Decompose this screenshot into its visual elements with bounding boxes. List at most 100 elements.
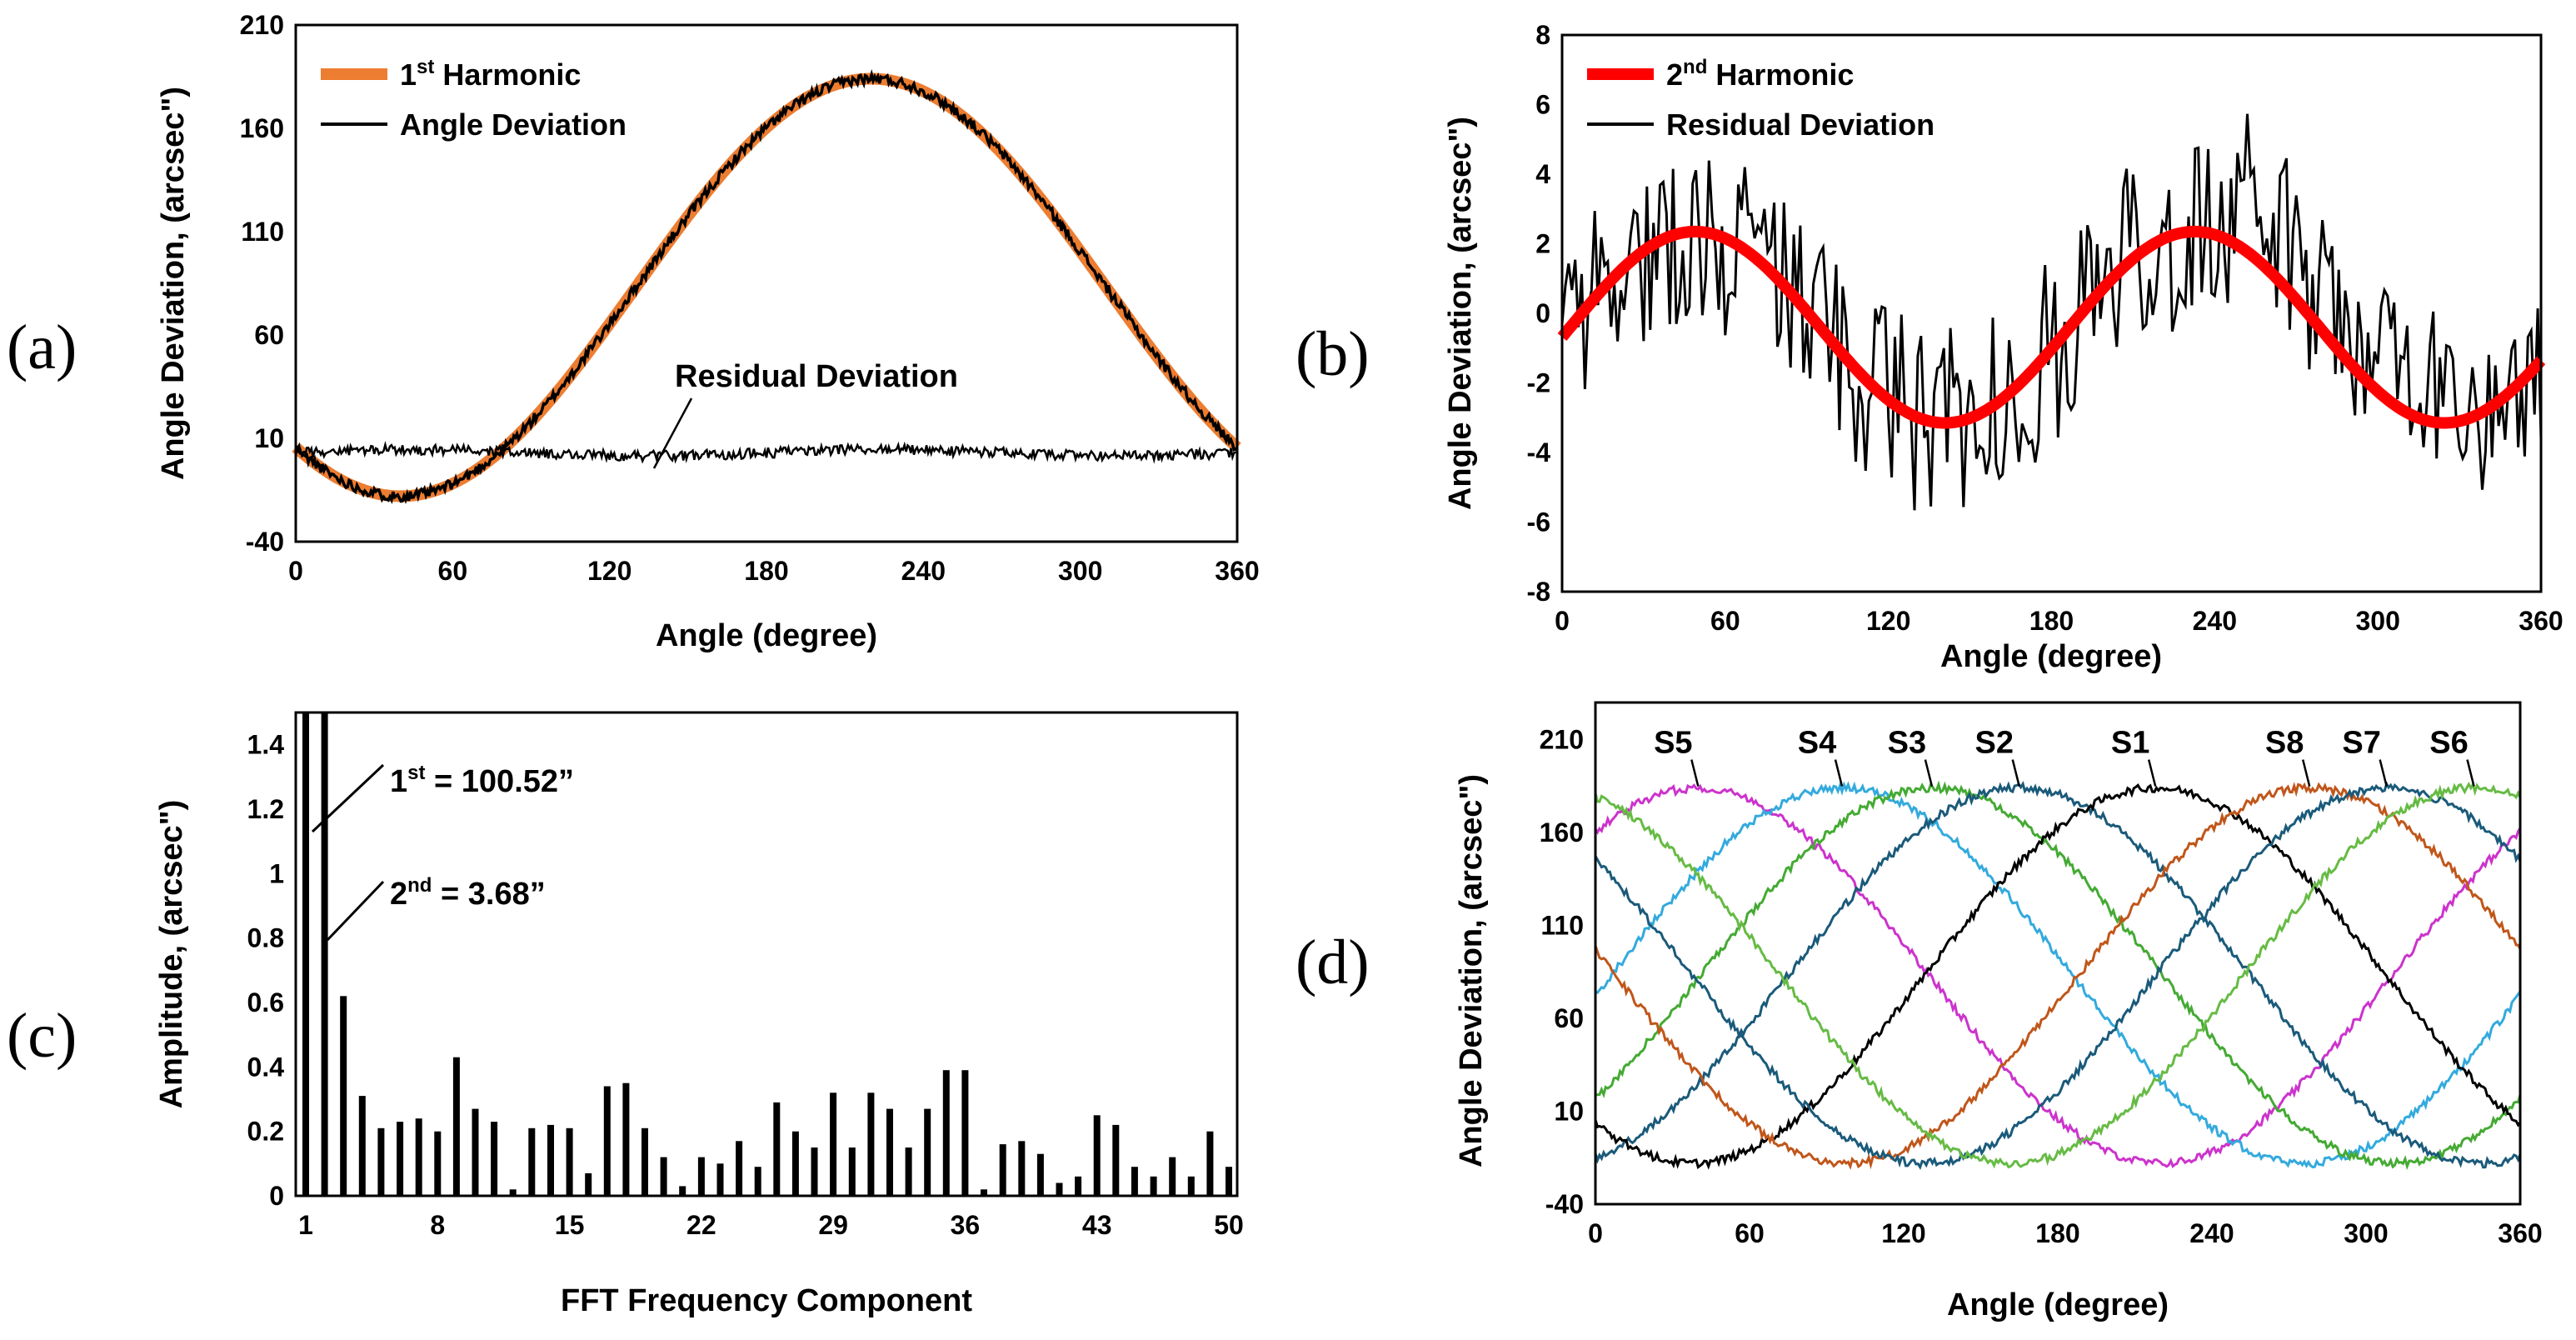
panel-c-y-tick-label: 0 (269, 1181, 284, 1211)
panel-d-series-s3 (1595, 780, 2522, 1171)
panel-c-bar-12 (509, 1189, 517, 1196)
panel-c-bar-23 (716, 1163, 724, 1196)
panel-b-y-tick-label: 0 (1535, 298, 1550, 328)
panel-d-x-tick-label: 180 (2035, 1218, 2079, 1248)
panel-d-series-s1 (1594, 783, 2522, 1170)
panel-c-y-tick-label: 1.4 (247, 730, 285, 760)
panel-b-x-tick-label: 180 (2029, 606, 2074, 636)
panel-c-bar-27 (791, 1131, 799, 1196)
panel-d-y-axis-label: Angle Deviation, (arcsec") (1454, 774, 1489, 1168)
panel-a-y-axis-label: Angle Deviation, (arcsec") (156, 87, 191, 480)
panel-a-x-ticks: 0 60 120 180 240 300 360 (288, 556, 1260, 586)
panel-d-y-tick-label: 10 (1554, 1097, 1584, 1127)
panel-a-y-tick-label: 110 (241, 217, 284, 247)
panel-c-bar-2 (321, 712, 328, 1196)
panel-c-bar-42 (1075, 1176, 1082, 1196)
panel-c-bar-25 (754, 1167, 761, 1196)
panel-c-bar-31 (867, 1092, 875, 1196)
panel-a-frame (294, 23, 1239, 543)
panel-a-legend: 1st Harmonic Angle Deviation (321, 56, 627, 142)
panel-b-x-tick-label: 60 (1710, 606, 1740, 636)
panel-c-bar-21 (679, 1186, 686, 1196)
panel-d-label: (d) (1295, 928, 1370, 998)
panel-b-legend-item-1: 2nd Harmonic (1666, 56, 1854, 92)
panel-d-y-tick-label: 60 (1554, 1003, 1584, 1033)
panel-d-y-ticks: -40 10 60 110 160 210 (1540, 725, 1584, 1219)
panel-d-label-pointer-s6 (2466, 759, 2475, 787)
panel-c-bar-24 (736, 1141, 743, 1196)
panel-b-legend-item-2: Residual Deviation (1666, 108, 1934, 142)
panel-c-plot-area (302, 712, 1232, 1196)
panel-c-y-tick-label: 1.2 (247, 794, 284, 824)
panel-d-series-s4 (1595, 781, 2522, 1169)
panel-a-legend-item-2: Angle Deviation (400, 108, 627, 142)
panel-c-bar-30 (848, 1148, 856, 1196)
panel-c-bar-18 (622, 1082, 630, 1196)
panel-c-x-tick-label: 43 (1082, 1210, 1112, 1240)
panel-d-series-s7 (1594, 780, 2522, 1170)
panel-b-x-ticks: 0 60 120 180 240 300 360 (1555, 606, 2564, 636)
panel-c-bar-34 (924, 1108, 931, 1196)
panel-d-x-tick-label: 360 (2498, 1218, 2542, 1248)
panel-b-series-residual-deviation (1560, 113, 2543, 511)
panel-c-y-ticks: 0 0.2 0.4 0.6 0.8 1 1.2 1.4 (247, 730, 285, 1211)
panel-a-series-angle-deviation (294, 68, 1239, 505)
panel-c-annotation-pointer-2 (326, 880, 385, 942)
panel-a-x-axis-label: Angle (degree) (656, 618, 877, 653)
panel-c-bar-20 (660, 1157, 667, 1196)
panel-b-y-tick-label: 8 (1535, 20, 1550, 50)
panel-d-series-label-s8: S8 (2265, 726, 2304, 761)
panel-c-x-tick-label: 22 (686, 1210, 716, 1240)
panel-c-x-ticks: 1 8 15 22 29 36 43 50 (298, 1210, 1244, 1240)
panel-d-series-s5 (1594, 783, 2522, 1169)
panel-c-label: (c) (7, 1001, 77, 1071)
panel-c-x-tick-label: 15 (555, 1210, 585, 1240)
panel-a-label: (a) (7, 312, 77, 382)
panel-b-y-ticks: -8 -6 -4 -2 0 2 4 6 8 (1527, 20, 1551, 607)
panel-c-bar-33 (905, 1148, 912, 1196)
panel-a-x-tick-label: 360 (1215, 556, 1259, 586)
panel-b-legend: 2nd Harmonic Residual Deviation (1587, 56, 1934, 142)
panel-c-bar-41 (1056, 1182, 1063, 1196)
panel-a-y-tick-label: 210 (240, 10, 284, 40)
panel-d-chart: (d) 0 60 120 180 240 300 360 -401060110160210 … (1295, 701, 2543, 1322)
panel-c-bar-1 (302, 712, 309, 1196)
panel-a-x-tick-label: 60 (438, 556, 468, 586)
panel-c-bar-5 (377, 1128, 385, 1196)
panel-b-y-tick-label: -8 (1527, 577, 1550, 607)
panel-b-x-tick-label: 360 (2519, 606, 2563, 636)
panel-c-bar-19 (642, 1128, 648, 1196)
panel-b-y-tick-label: 4 (1535, 159, 1550, 189)
panel-b-frame (1560, 33, 2543, 593)
panel-d-series-label-s3: S3 (1888, 726, 1926, 761)
panel-a-x-tick-label: 120 (587, 556, 632, 586)
panel-a-x-tick-label: 240 (901, 556, 946, 586)
panel-d-label-pointer-s7 (2379, 759, 2388, 787)
panel-c-y-axis-label: Amplitude, (arcsec") (154, 800, 189, 1109)
panel-c-bar-15 (566, 1128, 573, 1196)
panel-c-bar-26 (773, 1102, 781, 1196)
panel-c-annotation-pointer-1 (311, 763, 385, 833)
panel-b-chart: (b) 0 60 120 180 240 300 360 -8 -6 -4 -2 0 2 4 6 8 Ang… (1295, 20, 2564, 674)
panel-a-legend-item-1: 1st Harmonic (400, 56, 581, 92)
panel-d-x-tick-label: 120 (1881, 1218, 1925, 1248)
panel-b-y-tick-label: -2 (1527, 368, 1550, 398)
panel-c-y-tick-label: 0.4 (247, 1052, 285, 1082)
panel-b-x-tick-label: 120 (1866, 606, 1910, 636)
panel-d-series-label-s1: S1 (2111, 726, 2149, 761)
panel-c-bar-49 (1206, 1131, 1214, 1196)
panel-d-series-label-s2: S2 (1975, 726, 2014, 761)
panel-b-y-tick-label: -6 (1527, 508, 1550, 538)
panel-d-series-label-s7: S7 (2342, 726, 2380, 761)
panel-c-chart: (c) 1 8 15 22 29 36 43 50 00.20.40.60.811.21.4 … (7, 711, 1244, 1318)
panel-c-bar-13 (528, 1128, 536, 1196)
panel-c-bar-38 (999, 1144, 1006, 1196)
panel-d-series-s8 (1594, 782, 2522, 1170)
panel-a-x-tick-label: 180 (744, 556, 788, 586)
panel-d-frame (1594, 701, 2522, 1206)
panel-c-bar-40 (1036, 1153, 1044, 1196)
panel-c-bar-17 (603, 1086, 611, 1196)
panel-d-x-axis-label: Angle (degree) (1947, 1288, 2169, 1322)
panel-c-bar-3 (340, 996, 347, 1196)
